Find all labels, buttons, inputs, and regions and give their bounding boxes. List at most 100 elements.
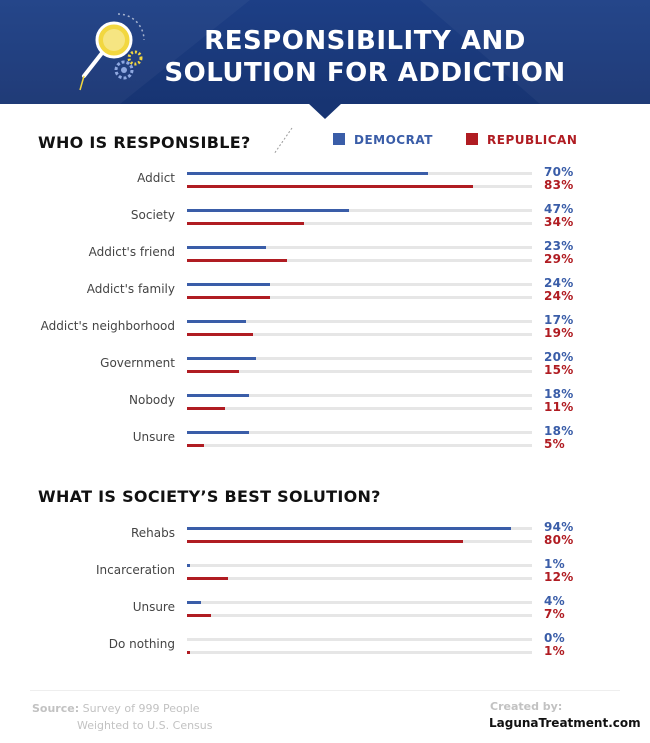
value-label-republican: 19%: [544, 326, 574, 340]
value-label-republican: 1%: [544, 644, 565, 658]
bar-row: Society 47% 34%: [0, 202, 650, 233]
bar-track-republican: [187, 259, 532, 262]
bar-row: Addict's friend 23% 29%: [0, 239, 650, 270]
bar-track-democrat: [187, 172, 532, 175]
value-label-republican: 12%: [544, 570, 574, 584]
bar-row: Addict 70% 83%: [0, 165, 650, 196]
bar-track-republican: [187, 185, 532, 188]
header-banner: RESPONSIBILITY AND SOLUTION FOR ADDICTIO…: [0, 0, 650, 104]
bar-track-democrat: [187, 638, 532, 641]
bar-track-democrat: [187, 431, 532, 434]
bar-row: Addict's family 24% 24%: [0, 276, 650, 307]
bar-democrat: [187, 283, 270, 286]
value-label-republican: 80%: [544, 533, 574, 547]
bar-track-republican: [187, 614, 532, 617]
bar-track-democrat: [187, 283, 532, 286]
bar-democrat: [187, 172, 428, 175]
bar-democrat: [187, 601, 201, 604]
value-label-democrat: 24%: [544, 276, 574, 290]
bar-democrat: [187, 394, 249, 397]
legend-swatch-republican: [466, 133, 478, 145]
bar-track-democrat: [187, 320, 532, 323]
source-note: Source: Survey of 999 People Weighted to…: [32, 700, 213, 734]
bar-row: Incarceration 1% 12%: [0, 557, 650, 588]
bar-track-democrat: [187, 601, 532, 604]
legend-label-republican: REPUBLICAN: [487, 133, 578, 147]
source-line2: Weighted to U.S. Census: [77, 719, 213, 732]
page-title-line2: SOLUTION FOR ADDICTION: [164, 58, 566, 88]
magnifier-gears-icon: [79, 13, 145, 91]
bar-republican: [187, 577, 228, 580]
bar-republican: [187, 185, 473, 188]
legend-label-democrat: DEMOCRAT: [354, 133, 433, 147]
value-label-republican: 5%: [544, 437, 565, 451]
value-label-democrat: 4%: [544, 594, 565, 608]
bar-track-democrat: [187, 357, 532, 360]
bar-republican: [187, 296, 270, 299]
value-label-republican: 15%: [544, 363, 574, 377]
value-label-republican: 29%: [544, 252, 574, 266]
value-label-democrat: 70%: [544, 165, 574, 179]
bar-republican: [187, 370, 239, 373]
bar-row: Unsure 18% 5%: [0, 424, 650, 455]
header-pointer: [308, 103, 342, 119]
source-label: Source:: [32, 702, 80, 715]
bar-track-democrat: [187, 394, 532, 397]
site-link[interactable]: LagunaTreatment.com: [489, 716, 641, 730]
bar-democrat: [187, 527, 511, 530]
value-label-democrat: 18%: [544, 387, 574, 401]
value-label-democrat: 20%: [544, 350, 574, 364]
bar-democrat: [187, 564, 190, 567]
bar-republican: [187, 614, 211, 617]
value-label-republican: 34%: [544, 215, 574, 229]
value-label-republican: 7%: [544, 607, 565, 621]
bar-republican: [187, 444, 204, 447]
bar-row: Do nothing 0% 1%: [0, 631, 650, 662]
bar-row: Rehabs 94% 80%: [0, 520, 650, 551]
chart-title-solution: WHAT IS SOCIETY’S BEST SOLUTION?: [38, 487, 381, 506]
value-label-democrat: 47%: [544, 202, 574, 216]
bar-track-republican: [187, 651, 532, 654]
bar-track-republican: [187, 540, 532, 543]
value-label-democrat: 17%: [544, 313, 574, 327]
bar-track-democrat: [187, 564, 532, 567]
chart-title-responsible: WHO IS RESPONSIBLE?: [38, 133, 251, 152]
bar-republican: [187, 222, 304, 225]
bar-track-republican: [187, 370, 532, 373]
category-label: Unsure: [132, 430, 175, 444]
category-label: Nobody: [129, 393, 175, 407]
category-label: Government: [100, 356, 175, 370]
bar-democrat: [187, 320, 246, 323]
source-line1: Survey of 999 People: [82, 702, 200, 715]
bar-track-democrat: [187, 209, 532, 212]
bar-republican: [187, 259, 287, 262]
legend-swatch-democrat: [333, 133, 345, 145]
value-label-democrat: 1%: [544, 557, 565, 571]
category-label: Do nothing: [108, 637, 175, 651]
bar-republican: [187, 651, 190, 654]
category-label: Addict: [137, 171, 175, 185]
created-by-label: Created by:: [490, 700, 563, 713]
bar-track-republican: [187, 407, 532, 410]
footer-divider: [30, 690, 620, 691]
bar-democrat: [187, 246, 266, 249]
bar-track-republican: [187, 333, 532, 336]
bar-track-republican: [187, 296, 532, 299]
legend-republican: REPUBLICAN: [466, 133, 577, 149]
value-label-democrat: 94%: [544, 520, 574, 534]
bar-row: Nobody 18% 11%: [0, 387, 650, 418]
value-label-democrat: 0%: [544, 631, 565, 645]
bar-republican: [187, 540, 463, 543]
bar-track-republican: [187, 577, 532, 580]
bar-track-republican: [187, 222, 532, 225]
bar-republican: [187, 333, 253, 336]
value-label-republican: 83%: [544, 178, 574, 192]
category-label: Addict's neighborhood: [40, 319, 175, 333]
category-label: Incarceration: [95, 563, 175, 577]
bar-row: Addict's neighborhood 17% 19%: [0, 313, 650, 344]
bar-track-democrat: [187, 527, 532, 530]
value-label-democrat: 23%: [544, 239, 574, 253]
bar-democrat: [187, 357, 256, 360]
decorative-slash: [273, 127, 293, 155]
category-label: Unsure: [132, 600, 175, 614]
